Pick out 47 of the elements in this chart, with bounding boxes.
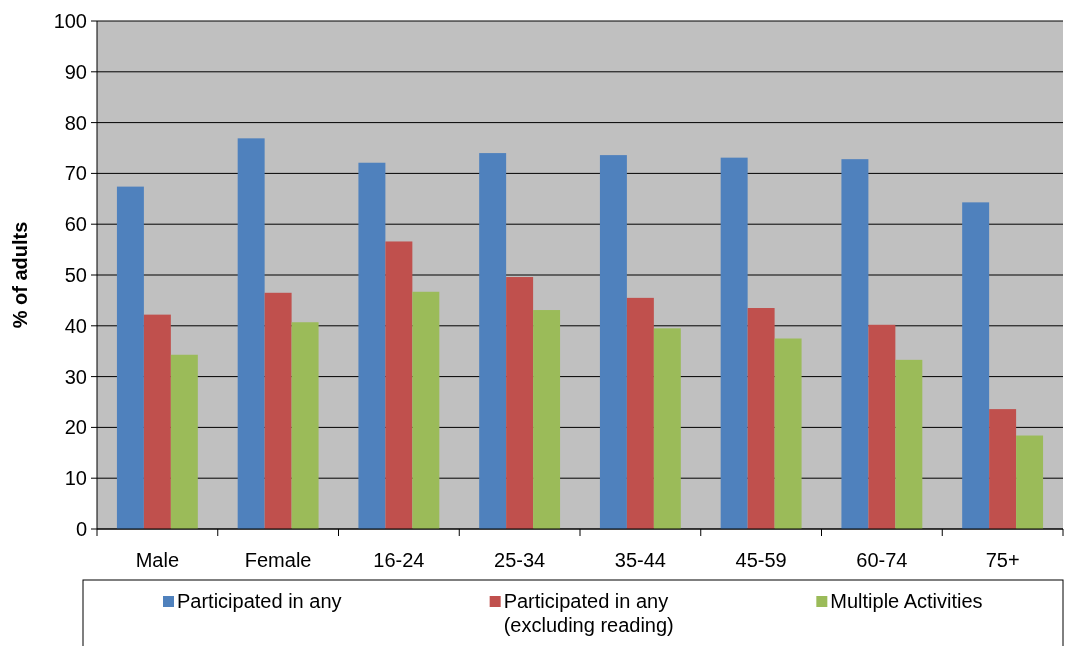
bar bbox=[264, 292, 292, 529]
y-tick-label: 80 bbox=[64, 111, 87, 134]
y-tick-label: 60 bbox=[64, 213, 87, 236]
bar bbox=[116, 186, 144, 529]
bar bbox=[962, 202, 990, 529]
y-tick-label: 20 bbox=[64, 416, 87, 439]
bar bbox=[895, 359, 923, 529]
bar bbox=[358, 162, 386, 529]
y-tick-label: 0 bbox=[75, 518, 87, 540]
bar bbox=[237, 138, 265, 529]
legend-label: Participated in any bbox=[177, 590, 342, 612]
legend-label: Participated in any (excluding reading) bbox=[503, 590, 674, 636]
y-tick-label: 90 bbox=[64, 60, 87, 83]
y-axis-title: % of adults bbox=[9, 221, 31, 329]
bar bbox=[533, 310, 561, 529]
bar bbox=[479, 153, 507, 529]
bar bbox=[143, 314, 171, 529]
bar bbox=[385, 241, 413, 529]
bar bbox=[1016, 435, 1044, 529]
bar bbox=[599, 155, 627, 529]
x-tick-label: 75+ bbox=[985, 549, 1020, 571]
bar bbox=[989, 409, 1017, 529]
x-tick-label: 25-34 bbox=[494, 549, 546, 571]
bar bbox=[412, 291, 440, 529]
bar bbox=[626, 297, 654, 529]
bar bbox=[653, 328, 681, 529]
legend-label: Multiple Activities bbox=[830, 590, 983, 612]
y-tick-label: 10 bbox=[64, 467, 87, 490]
x-tick-label: 16-24 bbox=[373, 549, 425, 571]
bar bbox=[747, 308, 775, 529]
bar bbox=[291, 322, 319, 529]
bar bbox=[841, 159, 869, 529]
bar bbox=[506, 277, 534, 529]
x-tick-label: Female bbox=[244, 549, 312, 571]
bar bbox=[170, 354, 198, 529]
bar bbox=[774, 338, 802, 529]
x-tick-label: 45-59 bbox=[735, 549, 787, 571]
y-tick-label: 50 bbox=[64, 264, 87, 286]
x-tick-label: 60-74 bbox=[856, 549, 908, 571]
y-tick-label: 40 bbox=[64, 314, 87, 337]
y-tick-label: 30 bbox=[64, 365, 87, 388]
x-tick-label: 35-44 bbox=[614, 549, 666, 571]
x-tick-label: Male bbox=[135, 549, 180, 571]
bar bbox=[720, 157, 748, 529]
y-tick-label: 70 bbox=[64, 162, 87, 185]
bar bbox=[868, 324, 896, 529]
y-tick-label: 100 bbox=[53, 10, 87, 32]
